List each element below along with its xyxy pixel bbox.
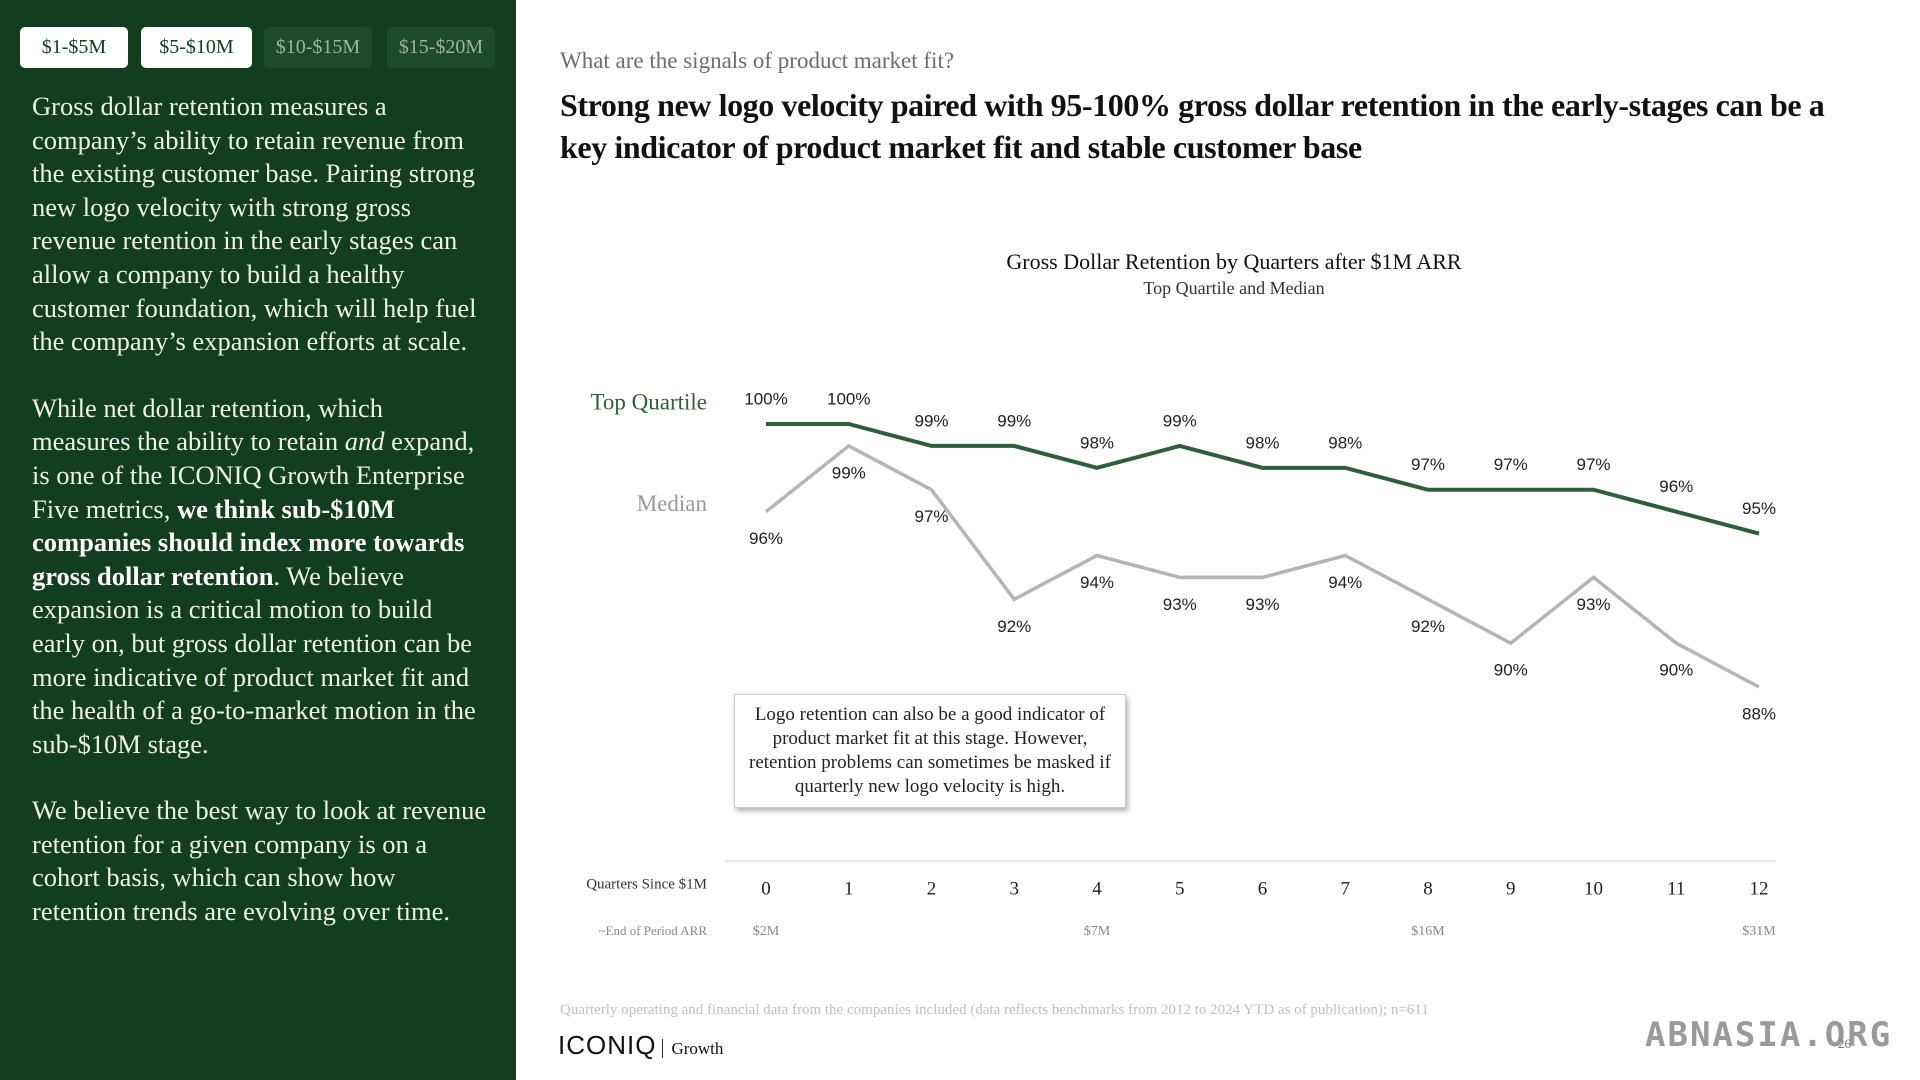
brand-name: ICONIQ [558,1030,657,1060]
secondary-tick-label: $31M [1742,924,1776,939]
data-label: 99% [832,463,866,482]
range-tab[interactable]: $10-$15M [264,27,372,68]
footnote: Quarterly operating and financial data f… [560,1002,1429,1018]
data-label: 92% [1411,617,1445,636]
data-label: 97% [1576,455,1610,474]
series-line [764,443,1760,689]
range-tab[interactable]: $1-$5M [20,27,128,68]
question: What are the signals of product market f… [560,48,955,73]
data-label: 96% [1659,477,1693,496]
x-tick-label: 8 [1423,878,1433,899]
x-tick-label: 5 [1175,878,1185,899]
watermark: ABNASIA.ORG [1645,1015,1893,1055]
legend-label: Median [637,491,708,516]
data-label: 98% [1328,433,1362,452]
data-label: 93% [1245,595,1279,614]
text-run: While net dollar retention, which measur… [32,392,384,457]
data-label: 99% [914,411,948,430]
annotation: Logo retention can also be a good indica… [734,694,1126,808]
chart-title: Gross Dollar Retention by Quarters after… [1006,249,1462,274]
data-label: 99% [1163,411,1197,430]
page-number: 26 [1838,1036,1851,1051]
chart-subtitle: Top Quartile and Median [1143,278,1324,298]
x-tick-label: 0 [761,878,771,899]
data-label: 90% [1494,661,1528,680]
headline: Strong new logo velocity paired with 95-… [560,87,1825,165]
x-tick-label: 11 [1667,878,1685,899]
data-label: 93% [1163,595,1197,614]
series-line [766,422,1760,536]
data-label: 99% [997,411,1031,430]
x-tick-label: 6 [1258,878,1268,899]
paragraph: Gross dollar retention measures a compan… [32,90,487,359]
x-tick-label: 4 [1092,878,1102,899]
data-label: 96% [749,529,783,548]
range-tab[interactable]: $5-$10M [141,27,252,68]
secondary-tick-label: $2M [753,924,780,939]
brand-logo: ICONIQ Growth [558,1030,724,1061]
range-tab[interactable]: $15-$20M [387,27,495,68]
paragraph: While net dollar retention, which measur… [32,392,487,762]
text-run: expand, is one of the ICONIQ Growth Ente… [32,426,475,524]
data-label: 97% [1411,455,1445,474]
text-run: Gross dollar retention measures a compan… [32,91,477,357]
data-label: 94% [1080,573,1114,592]
sidebar: $1-$5M $5-$10M $10-$15M $15-$20M Gross doll… [0,0,516,1080]
x-tick-label: 12 [1750,878,1769,899]
x-tick-label: 2 [927,878,937,899]
data-label: 98% [1245,433,1279,452]
data-label: 98% [1080,433,1114,452]
text-run: We believe the best way to look at reven… [32,795,487,927]
data-label: 100% [744,389,787,408]
text-run: . We believe expansion is a critical mot… [32,560,476,759]
data-label: 88% [1742,704,1776,723]
x-tick-label: 3 [1010,878,1020,899]
secondary-tick-label: $16M [1411,924,1445,939]
sidebar-text: Gross dollar retention measures a compan… [32,90,487,962]
data-label: 92% [997,617,1031,636]
x-tick-label: 1 [844,878,854,899]
data-label: 95% [1742,499,1776,518]
brand-unit: Growth [662,1039,724,1058]
paragraph: We believe the best way to look at reven… [32,794,487,928]
x-tick-label: 9 [1506,878,1516,899]
text-run: we think sub-$10M companies should index… [32,493,465,591]
data-label: 93% [1576,595,1610,614]
data-label: 90% [1659,661,1693,680]
legend-label: Top Quartile [590,389,707,414]
data-label: 94% [1328,573,1362,592]
secondary-axis-label: ~End of Period ARR [598,923,707,938]
data-label: 97% [914,507,948,526]
x-tick-label: 7 [1341,878,1351,899]
data-label: 97% [1494,455,1528,474]
data-label: 100% [827,389,870,408]
text-run: and [344,426,385,457]
chart: Gross Dollar Retention by Quarters after… [586,249,1776,939]
secondary-tick-label: $7M [1084,924,1111,939]
x-axis-label: Quarters Since $1M [586,876,707,892]
x-tick-label: 10 [1584,878,1603,899]
